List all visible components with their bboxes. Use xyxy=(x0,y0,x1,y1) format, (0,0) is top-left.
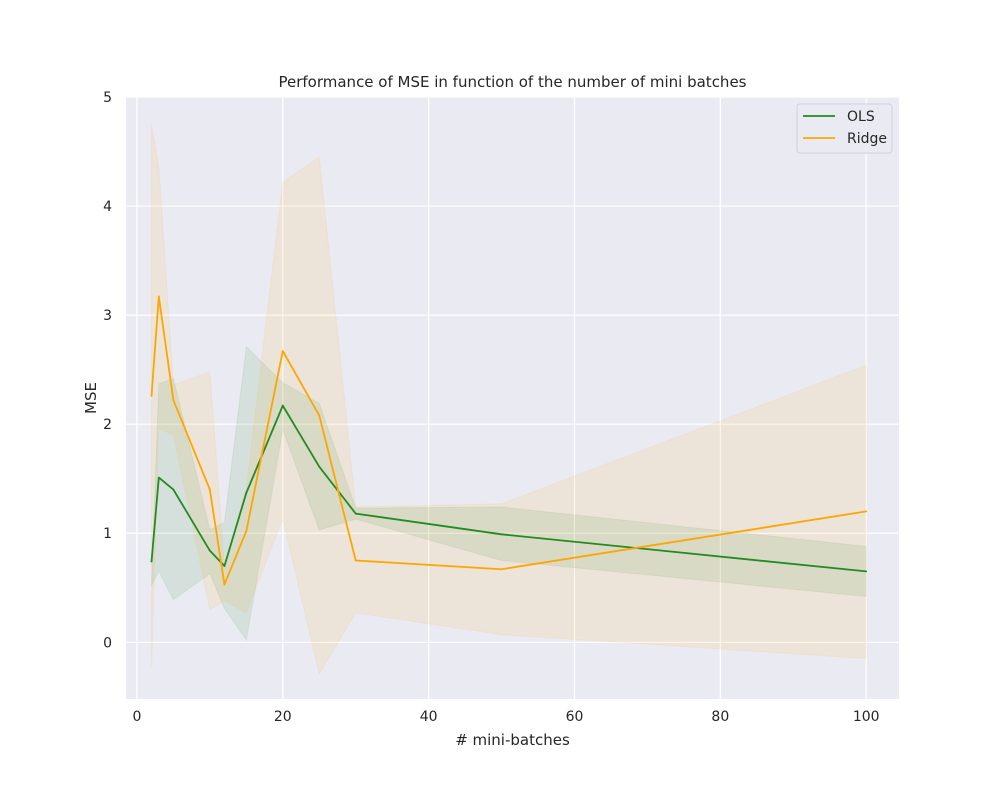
legend: OLS Ridge xyxy=(796,103,893,154)
data-point-ols xyxy=(245,491,248,494)
data-point-ridge xyxy=(281,350,284,353)
data-point-ridge xyxy=(500,568,503,571)
x-tick-label: 100 xyxy=(853,709,880,725)
data-point-ols xyxy=(281,404,284,407)
data-point-ridge xyxy=(208,488,211,491)
y-axis-label: MSE xyxy=(82,382,100,414)
x-axis-label: # mini-batches xyxy=(455,731,570,749)
data-point-ols xyxy=(500,533,503,536)
legend-label-ols: OLS xyxy=(847,109,875,125)
grid-lines xyxy=(126,96,899,699)
data-point-ols xyxy=(208,549,211,552)
y-tick-label: 4 xyxy=(103,199,112,215)
data-point-ridge xyxy=(865,510,868,513)
data-point-ridge xyxy=(223,583,226,586)
y-tick-label: 3 xyxy=(103,308,112,324)
legend-label-ridge: Ridge xyxy=(847,131,887,147)
data-point-ridge xyxy=(318,414,321,417)
plot-area xyxy=(126,97,899,699)
data-point-ridge xyxy=(157,295,160,298)
data-point-ridge xyxy=(354,559,357,562)
x-tick-label: 60 xyxy=(566,709,584,725)
chart-title: Performance of MSE in function of the nu… xyxy=(278,73,746,91)
data-point-ols xyxy=(318,465,321,468)
data-point-ols xyxy=(354,512,357,515)
y-tick-label: 0 xyxy=(103,635,112,651)
x-tick-label: 0 xyxy=(132,709,141,725)
tick-labels: 0 20 40 60 80 100 0 1 2 3 4 5 xyxy=(103,90,879,725)
data-point-ols xyxy=(865,570,868,573)
x-tick-label: 20 xyxy=(274,709,292,725)
data-point-ols xyxy=(223,565,226,567)
data-point-ridge xyxy=(150,394,153,397)
y-tick-label: 2 xyxy=(103,417,112,433)
confidence-band-ridge xyxy=(151,124,867,676)
x-tick-label: 40 xyxy=(420,709,438,725)
data-point-ridge xyxy=(245,530,248,532)
y-tick-label: 1 xyxy=(103,526,112,542)
data-point-ridge xyxy=(172,399,175,402)
x-tick-label: 80 xyxy=(711,709,729,725)
data-point-ols xyxy=(157,476,160,479)
series-lines xyxy=(150,295,868,586)
data-point-ols xyxy=(172,488,175,491)
y-tick-label: 5 xyxy=(103,90,112,106)
data-point-ols xyxy=(150,560,153,563)
